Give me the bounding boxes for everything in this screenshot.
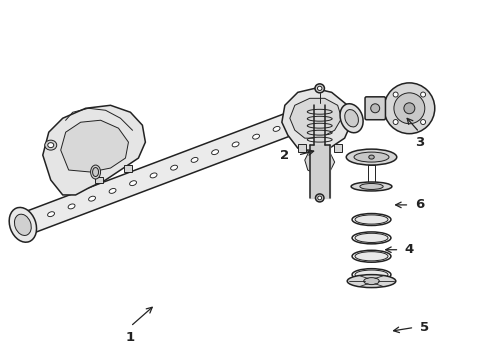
Text: 1: 1 [126,331,135,344]
Polygon shape [305,148,335,175]
Ellipse shape [345,109,358,127]
Ellipse shape [316,194,324,202]
Ellipse shape [352,250,391,262]
Polygon shape [314,105,325,145]
Ellipse shape [253,134,260,139]
Ellipse shape [93,167,98,176]
Ellipse shape [355,252,388,261]
FancyBboxPatch shape [95,176,102,184]
Ellipse shape [212,150,219,154]
Ellipse shape [347,275,396,288]
Ellipse shape [315,84,324,93]
Polygon shape [290,98,342,138]
Ellipse shape [171,165,177,170]
Polygon shape [61,120,128,172]
Ellipse shape [48,143,54,148]
Ellipse shape [45,140,57,150]
Ellipse shape [360,184,383,189]
Circle shape [384,83,435,134]
Polygon shape [282,88,352,152]
Ellipse shape [346,149,397,165]
Circle shape [404,103,415,114]
Text: 5: 5 [420,321,429,334]
Ellipse shape [109,189,116,193]
Ellipse shape [352,213,391,225]
Ellipse shape [9,207,37,242]
Circle shape [420,120,426,125]
Polygon shape [19,108,309,235]
Ellipse shape [232,142,239,147]
Polygon shape [310,145,330,198]
Ellipse shape [130,181,137,186]
Ellipse shape [354,152,389,162]
Ellipse shape [89,196,96,201]
Ellipse shape [91,165,100,179]
Circle shape [393,120,398,125]
Ellipse shape [352,232,391,244]
Ellipse shape [355,233,388,243]
Polygon shape [43,105,146,195]
Ellipse shape [355,215,388,224]
Text: 3: 3 [415,136,424,149]
Ellipse shape [273,126,280,131]
FancyBboxPatch shape [298,144,306,152]
Ellipse shape [191,157,198,162]
Circle shape [394,93,425,124]
Ellipse shape [48,212,54,217]
Ellipse shape [318,196,322,200]
Ellipse shape [369,155,374,159]
Ellipse shape [340,104,363,133]
Ellipse shape [150,173,157,178]
FancyBboxPatch shape [365,97,386,120]
Text: 4: 4 [405,243,414,256]
Ellipse shape [364,278,379,285]
FancyBboxPatch shape [334,144,342,152]
Circle shape [420,92,426,97]
Text: 2: 2 [280,149,290,162]
Ellipse shape [15,214,31,235]
Text: 6: 6 [415,198,424,211]
Ellipse shape [351,182,392,191]
Ellipse shape [68,204,75,209]
Ellipse shape [355,270,388,279]
Ellipse shape [352,269,391,280]
Circle shape [393,92,398,97]
FancyBboxPatch shape [124,165,132,171]
Circle shape [371,104,380,113]
Ellipse shape [315,158,325,170]
Ellipse shape [318,86,322,90]
